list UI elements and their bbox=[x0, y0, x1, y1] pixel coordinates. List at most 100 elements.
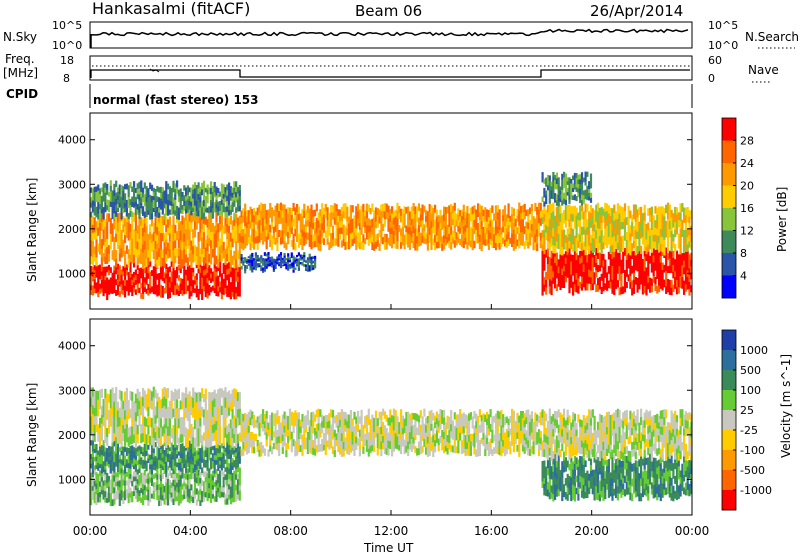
power-cell bbox=[308, 227, 311, 235]
power-cell bbox=[398, 225, 401, 232]
power-cell bbox=[591, 237, 594, 246]
velocity-cell bbox=[159, 452, 163, 457]
power-cell bbox=[271, 221, 274, 230]
power-cell bbox=[236, 276, 240, 282]
power-cell bbox=[90, 289, 93, 295]
velocity-cell bbox=[294, 410, 297, 419]
power-cell bbox=[229, 282, 232, 289]
power-cell bbox=[195, 255, 198, 265]
power-cell bbox=[663, 208, 666, 217]
velocity-cell bbox=[301, 420, 304, 429]
power-cell bbox=[179, 288, 182, 294]
power-cell bbox=[593, 238, 596, 246]
power-cell bbox=[312, 260, 315, 264]
power-cell bbox=[643, 212, 646, 221]
velocity-cell bbox=[208, 401, 211, 411]
power-cell bbox=[267, 221, 270, 228]
power-cell bbox=[362, 219, 365, 228]
power-cell bbox=[391, 227, 394, 235]
power-cell bbox=[328, 213, 331, 221]
power-cell bbox=[297, 213, 300, 221]
power-cell bbox=[102, 237, 105, 246]
power-cell bbox=[283, 253, 286, 256]
velocity-cell bbox=[97, 497, 100, 503]
velocity-cell bbox=[176, 496, 179, 502]
power-cell bbox=[455, 238, 458, 246]
power-cell bbox=[161, 232, 164, 242]
power-cell bbox=[210, 277, 213, 283]
power-cell bbox=[256, 228, 259, 236]
power-cell bbox=[484, 226, 487, 234]
power-cell bbox=[271, 256, 274, 260]
power-cell bbox=[278, 263, 281, 267]
velocity-cell bbox=[113, 486, 116, 494]
velocity-cell bbox=[109, 492, 112, 500]
power-cell bbox=[161, 205, 164, 211]
power-cell bbox=[570, 213, 573, 221]
velocity-cell bbox=[158, 450, 161, 456]
velocity-cell bbox=[158, 473, 161, 480]
power-cell bbox=[113, 270, 116, 276]
power-cell bbox=[253, 228, 256, 236]
velocity-cell bbox=[127, 452, 130, 459]
power-cell bbox=[217, 206, 220, 212]
power-cell bbox=[179, 249, 182, 260]
power-cell bbox=[314, 260, 317, 264]
power-cell bbox=[210, 193, 213, 201]
power-cell bbox=[563, 276, 566, 283]
power-cell bbox=[97, 207, 100, 214]
velocity-cell bbox=[322, 433, 326, 440]
power-cell bbox=[136, 183, 139, 189]
power-cell bbox=[181, 192, 184, 197]
velocity-cell bbox=[150, 481, 154, 486]
power-cell bbox=[185, 204, 188, 210]
power-cell bbox=[683, 244, 686, 253]
power-cell bbox=[625, 259, 628, 266]
power-colorbar-tick-label: 16 bbox=[740, 202, 754, 215]
velocity-cell bbox=[253, 421, 256, 429]
power-cell bbox=[349, 205, 352, 213]
velocity-cell bbox=[93, 497, 96, 504]
velocity-cell bbox=[165, 408, 168, 419]
velocity-cell bbox=[95, 488, 98, 495]
power-cell bbox=[625, 239, 628, 248]
power-cell bbox=[129, 199, 132, 206]
power-cell bbox=[658, 206, 661, 215]
power-cell bbox=[337, 240, 340, 247]
power-cell bbox=[305, 237, 308, 244]
velocity-cell bbox=[210, 478, 213, 484]
velocity-cell bbox=[303, 422, 306, 430]
power-cell bbox=[152, 199, 155, 205]
power-cell bbox=[503, 218, 507, 227]
power-cell bbox=[557, 225, 560, 234]
velocity-cell bbox=[106, 461, 109, 466]
velocity-cell bbox=[197, 418, 200, 429]
power-cell bbox=[584, 277, 587, 285]
power-cell bbox=[310, 234, 313, 242]
velocity-cell bbox=[150, 463, 154, 470]
velocity-cell bbox=[159, 474, 163, 482]
power-cell bbox=[443, 220, 446, 229]
velocity-cell bbox=[104, 424, 107, 434]
power-cell bbox=[279, 230, 283, 238]
power-cell bbox=[561, 199, 564, 206]
power-cell bbox=[439, 222, 442, 230]
power-cell bbox=[505, 234, 508, 242]
power-cell bbox=[419, 214, 422, 221]
power-cell bbox=[557, 188, 560, 195]
velocity-cell bbox=[107, 460, 111, 464]
power-cell bbox=[521, 231, 524, 240]
power-cell bbox=[333, 238, 336, 246]
velocity-cell bbox=[149, 477, 152, 483]
velocity-cell bbox=[140, 497, 143, 503]
velocity-cell bbox=[213, 431, 216, 441]
power-cell bbox=[122, 280, 125, 286]
velocity-cell bbox=[235, 484, 238, 491]
power-cell bbox=[652, 268, 655, 276]
velocity-cell bbox=[231, 437, 234, 448]
power-cell bbox=[487, 229, 490, 237]
power-cell bbox=[380, 223, 383, 231]
velocity-cell bbox=[129, 459, 132, 465]
power-cell bbox=[287, 225, 290, 233]
power-cell bbox=[580, 202, 584, 212]
